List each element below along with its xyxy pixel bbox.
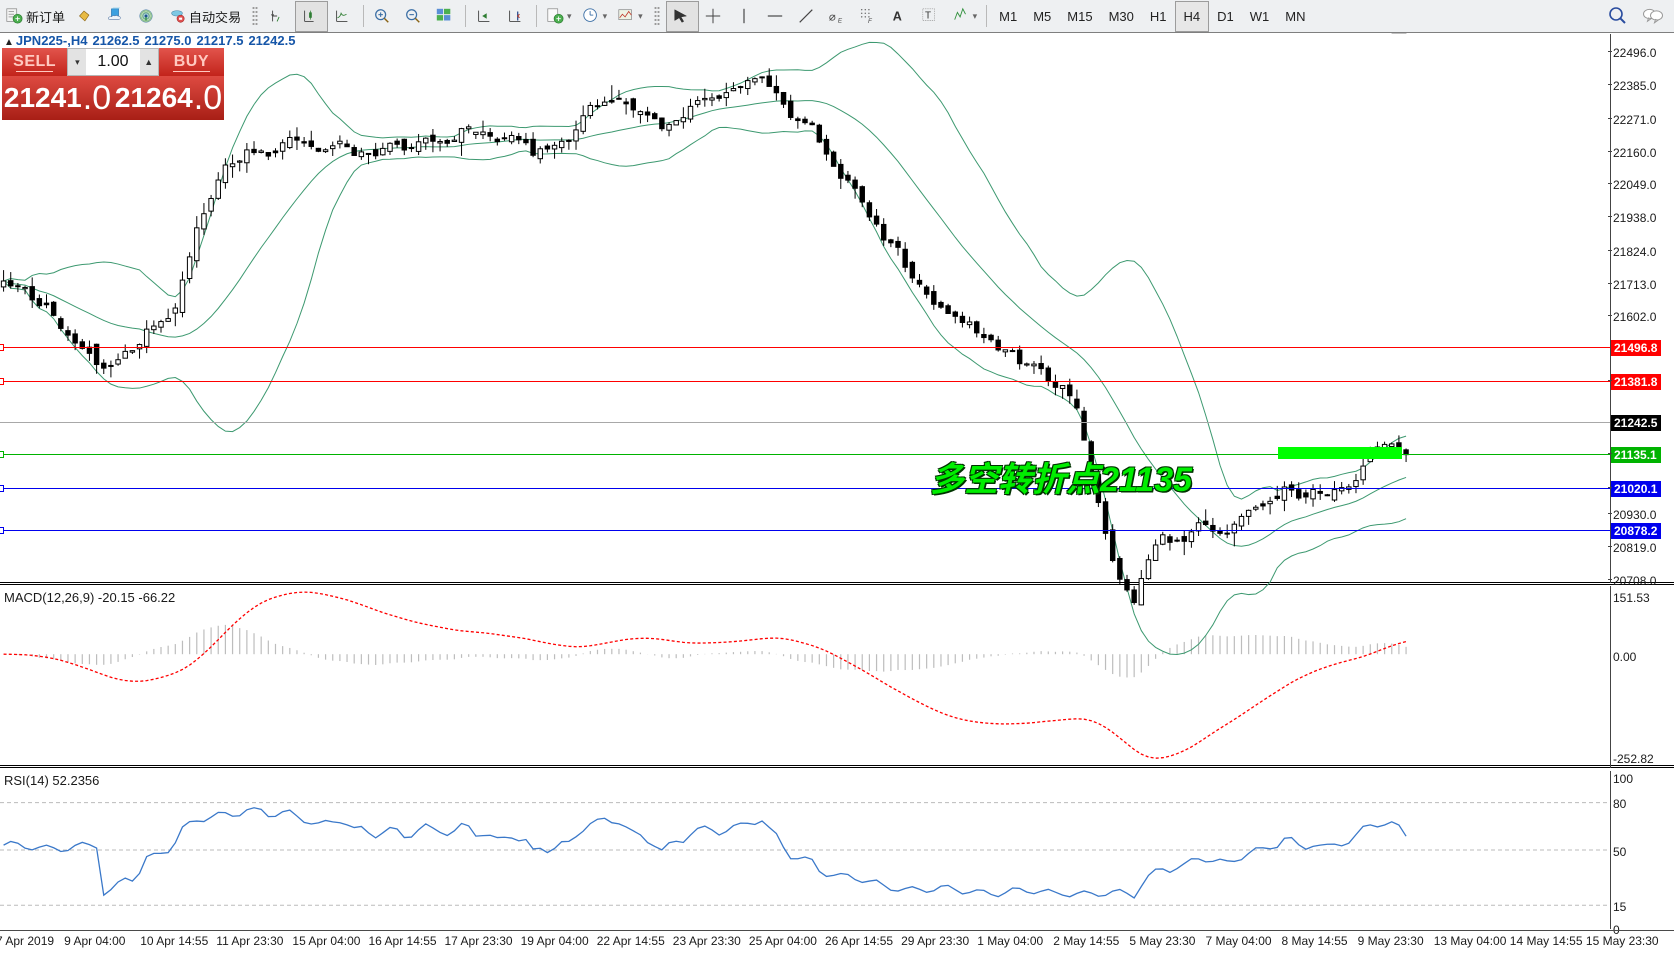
svg-text:T: T <box>925 11 931 22</box>
svg-text:⌀: ⌀ <box>829 11 836 24</box>
svg-text:F: F <box>868 18 873 25</box>
svg-text:A: A <box>892 10 901 24</box>
svg-text:E: E <box>838 17 843 24</box>
